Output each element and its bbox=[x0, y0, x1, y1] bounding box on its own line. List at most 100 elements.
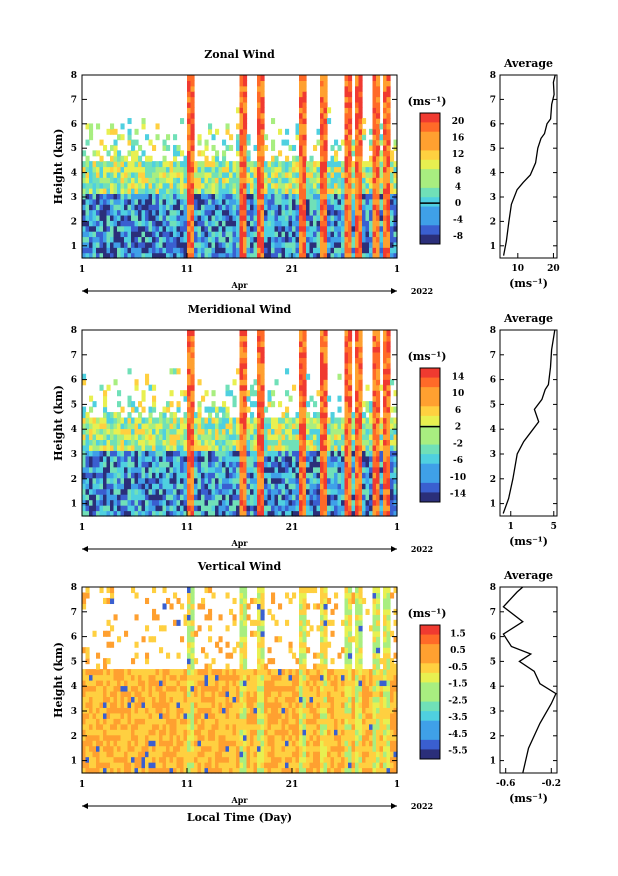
x-tick-label: 1 bbox=[79, 265, 85, 275]
year-label: 2022 bbox=[411, 286, 433, 296]
colorbar-unit: (ms⁻¹) bbox=[408, 95, 447, 108]
x-tick-label: 11 bbox=[181, 265, 194, 275]
x-tick-label: 1 bbox=[79, 780, 85, 790]
profile-y-tick: 5 bbox=[490, 144, 496, 154]
colorbar-tick: -2 bbox=[453, 439, 463, 449]
profile-line bbox=[502, 586, 557, 774]
heatmap-frame bbox=[81, 329, 398, 517]
panel-title: Vertical Wind bbox=[197, 560, 282, 573]
panel-title: Zonal Wind bbox=[204, 48, 275, 61]
colorbar bbox=[420, 113, 440, 245]
y-tick-label: 8 bbox=[71, 71, 77, 81]
colorbar-tick: 8 bbox=[455, 166, 461, 176]
profile-title: Average bbox=[503, 57, 553, 70]
colorbar bbox=[420, 368, 440, 503]
x-tick-label: 11 bbox=[181, 523, 194, 533]
month-label: Apr bbox=[230, 538, 248, 548]
y-tick-label: 3 bbox=[71, 707, 77, 717]
colorbar-tick: -5.5 bbox=[448, 747, 467, 757]
panel-title: Meridional Wind bbox=[188, 303, 292, 316]
profile-y-tick: 3 bbox=[490, 193, 496, 203]
heatmap-frame bbox=[81, 74, 398, 259]
profile-x-label: (ms⁻¹) bbox=[509, 792, 548, 805]
y-tick-label: 5 bbox=[71, 657, 77, 667]
colorbar-unit: (ms⁻¹) bbox=[408, 350, 447, 363]
month-label: Apr bbox=[230, 280, 248, 290]
y-tick-label: 7 bbox=[71, 351, 77, 361]
y-tick-label: 5 bbox=[71, 144, 77, 154]
colorbar-tick: -6 bbox=[453, 456, 463, 466]
profile-y-tick: 1 bbox=[490, 500, 496, 510]
profile-y-tick: 4 bbox=[490, 169, 496, 179]
colorbar-tick: -14 bbox=[450, 490, 466, 500]
x-tick-label: 1 bbox=[394, 780, 400, 790]
colorbar-tick: 2 bbox=[455, 423, 461, 433]
profile-y-tick: 7 bbox=[490, 95, 496, 105]
x-tick-label: 1 bbox=[79, 523, 85, 533]
profile-frame bbox=[499, 329, 558, 517]
colorbar-tick: 4 bbox=[455, 183, 461, 193]
colorbar-tick: -3.5 bbox=[448, 713, 467, 723]
profile-x-tick: 20 bbox=[547, 264, 560, 274]
profile-y-tick: 2 bbox=[490, 217, 496, 227]
profile-y-tick: 3 bbox=[490, 450, 496, 460]
colorbar-tick: 1.5 bbox=[450, 629, 466, 639]
x-tick-label: 21 bbox=[286, 780, 299, 790]
colorbar-tick: 16 bbox=[452, 134, 465, 144]
profile-frame bbox=[499, 586, 558, 774]
profile-y-tick: 4 bbox=[490, 425, 496, 435]
heatmap-field bbox=[82, 330, 398, 517]
x-tick-label: 21 bbox=[286, 265, 299, 275]
y-tick-label: 3 bbox=[71, 450, 77, 460]
profile-x-tick: 1 bbox=[508, 522, 514, 532]
profile-line bbox=[502, 74, 556, 256]
x-tick-label: 1 bbox=[394, 523, 400, 533]
y-tick-label: 4 bbox=[71, 682, 77, 692]
month-label: Apr bbox=[230, 795, 248, 805]
profile-y-tick: 3 bbox=[490, 707, 496, 717]
profile-y-tick: 1 bbox=[490, 757, 496, 767]
y-tick-label: 1 bbox=[71, 242, 77, 252]
profile-y-tick: 6 bbox=[490, 120, 496, 130]
profile-y-tick: 1 bbox=[490, 242, 496, 252]
y-tick-label: 8 bbox=[71, 326, 77, 336]
profile-y-tick: 8 bbox=[490, 326, 496, 336]
profile-y-tick: 7 bbox=[490, 608, 496, 618]
y-tick-label: 1 bbox=[71, 500, 77, 510]
colorbar-tick: -0.5 bbox=[448, 663, 467, 673]
colorbar-tick: -4.5 bbox=[448, 730, 467, 740]
x-tick-label: 11 bbox=[181, 780, 194, 790]
profile-frame bbox=[499, 74, 558, 259]
profile-title: Average bbox=[503, 312, 553, 325]
profile-y-tick: 5 bbox=[490, 400, 496, 410]
heatmap-frame bbox=[81, 586, 398, 774]
y-tick-label: 4 bbox=[71, 169, 77, 179]
colorbar-tick: 0.5 bbox=[450, 646, 466, 656]
profile-y-tick: 2 bbox=[490, 475, 496, 485]
y-tick-label: 2 bbox=[71, 217, 77, 227]
profile-y-tick: 5 bbox=[490, 657, 496, 667]
profile-line bbox=[502, 329, 556, 514]
y-tick-label: 6 bbox=[71, 633, 77, 643]
y-tick-label: 1 bbox=[71, 757, 77, 767]
y-tick-label: 2 bbox=[71, 732, 77, 742]
profile-y-tick: 6 bbox=[490, 633, 496, 643]
y-axis-label: Height (km) bbox=[52, 129, 65, 205]
profile-x-tick: -0.6 bbox=[496, 779, 515, 789]
y-tick-label: 4 bbox=[71, 425, 77, 435]
profile-x-tick: 10 bbox=[512, 264, 525, 274]
profile-x-tick: 5 bbox=[551, 522, 557, 532]
colorbar-tick: 6 bbox=[455, 406, 461, 416]
heatmap-field bbox=[82, 75, 398, 259]
year-label: 2022 bbox=[411, 544, 433, 554]
colorbar-tick: -1.5 bbox=[448, 680, 467, 690]
year-label: 2022 bbox=[411, 801, 433, 811]
colorbar-tick: 12 bbox=[452, 150, 465, 160]
heatmap-field bbox=[82, 587, 398, 774]
colorbar-unit: (ms⁻¹) bbox=[408, 607, 447, 620]
y-tick-label: 7 bbox=[71, 608, 77, 618]
profile-y-tick: 8 bbox=[490, 71, 496, 81]
x-tick-label: 1 bbox=[394, 265, 400, 275]
profile-y-tick: 4 bbox=[490, 682, 496, 692]
colorbar-tick: 20 bbox=[452, 117, 465, 127]
